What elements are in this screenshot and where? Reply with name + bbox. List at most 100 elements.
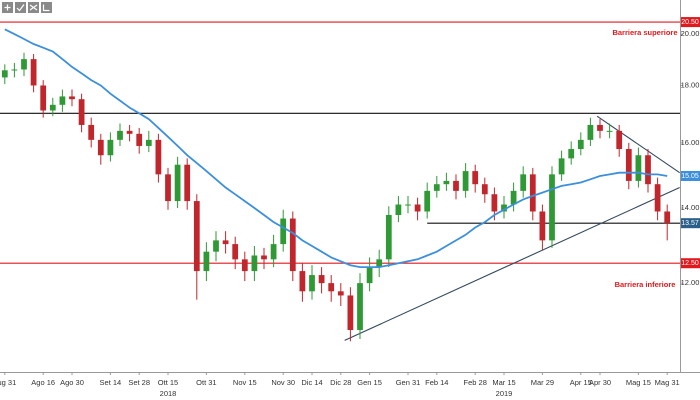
x-tick-label: Lug 31 bbox=[0, 378, 16, 387]
candle-body bbox=[472, 171, 479, 185]
candle-body bbox=[126, 130, 133, 134]
y-tick-label: 14.00 bbox=[681, 203, 700, 212]
x-tick-label: Set 28 bbox=[128, 378, 150, 387]
candle-body bbox=[510, 190, 517, 205]
trend-line bbox=[596, 115, 680, 174]
x-tick-label: Ott 15 bbox=[158, 378, 178, 387]
candle-body bbox=[11, 69, 18, 71]
candle-body bbox=[645, 155, 651, 185]
candle-body bbox=[40, 85, 47, 111]
candle-body bbox=[549, 174, 555, 241]
x-tick-label: Apr 15 bbox=[570, 378, 592, 387]
candle-body bbox=[414, 204, 421, 212]
candle-body bbox=[289, 218, 296, 272]
candle-body bbox=[337, 291, 344, 296]
tool-icons bbox=[4, 4, 50, 12]
candle-body bbox=[232, 244, 239, 260]
candle-body bbox=[539, 211, 546, 241]
candle-body bbox=[654, 184, 661, 212]
price-tag-label: 13.57 bbox=[681, 220, 699, 227]
trend-line bbox=[344, 187, 680, 341]
candle-body bbox=[251, 255, 258, 272]
candle-body bbox=[587, 124, 594, 140]
candle-body bbox=[97, 139, 104, 156]
candle-body bbox=[165, 174, 171, 202]
candle-body bbox=[184, 164, 191, 202]
candle-body bbox=[385, 214, 392, 260]
candle-body bbox=[347, 295, 354, 330]
y-tick-label: 12.00 bbox=[681, 278, 700, 287]
candle-body bbox=[203, 251, 210, 272]
candle-body bbox=[318, 275, 325, 284]
tool-button[interactable] bbox=[41, 2, 52, 13]
x-tick-label: Dic 28 bbox=[330, 378, 351, 387]
candle-body bbox=[30, 59, 37, 86]
candle-body bbox=[568, 149, 575, 159]
candle-body bbox=[664, 211, 671, 224]
x-tick-label: Feb 14 bbox=[425, 378, 448, 387]
candle-body bbox=[49, 104, 56, 111]
x-tick-label: Ago 30 bbox=[60, 378, 84, 387]
candle-body bbox=[21, 59, 27, 70]
ma-tag bbox=[681, 170, 700, 181]
candle-body bbox=[529, 174, 536, 212]
tool-button[interactable] bbox=[15, 2, 26, 13]
candle-body bbox=[1, 70, 8, 78]
candle-body bbox=[443, 180, 450, 185]
candle-body bbox=[261, 255, 267, 260]
candle-body bbox=[145, 139, 152, 146]
x-tick-label: Mar 29 bbox=[531, 378, 554, 387]
candle-body bbox=[59, 96, 66, 105]
price-tag bbox=[681, 17, 700, 28]
x-tick-label: Mar 15 bbox=[492, 378, 515, 387]
candle-body bbox=[395, 204, 402, 215]
candle-body bbox=[117, 130, 123, 140]
year-label: 2019 bbox=[496, 389, 513, 398]
x-tick-label: Apr 30 bbox=[589, 378, 611, 387]
candle-body bbox=[241, 259, 248, 272]
candle-body bbox=[376, 259, 383, 268]
candle-body bbox=[309, 275, 315, 292]
barrier-label: Barriera superiore bbox=[612, 28, 677, 37]
candle-body bbox=[577, 139, 584, 150]
price-tag-label: 20.50 bbox=[681, 19, 699, 26]
candle-body bbox=[462, 171, 469, 191]
candle-body bbox=[491, 194, 498, 212]
candle-body bbox=[453, 180, 459, 191]
candle-body bbox=[299, 271, 306, 292]
candle-body bbox=[501, 204, 507, 212]
candle-body bbox=[69, 96, 75, 100]
candle-body bbox=[88, 124, 95, 140]
candle-body bbox=[597, 124, 603, 131]
x-tick-label: Feb 28 bbox=[464, 378, 487, 387]
x-tick-label: Gen 15 bbox=[357, 378, 382, 387]
candle-body bbox=[558, 158, 565, 175]
barrier-label: Barriera inferiore bbox=[615, 280, 676, 289]
x-tick-label: Dic 14 bbox=[301, 378, 322, 387]
x-tick-label: Gen 31 bbox=[396, 378, 421, 387]
candle-body bbox=[625, 149, 632, 181]
candle-body bbox=[481, 184, 488, 195]
candle-body bbox=[280, 218, 287, 245]
candle-body bbox=[433, 184, 440, 191]
y-tick-label: 18.00 bbox=[681, 80, 700, 89]
price-tag bbox=[681, 258, 700, 269]
candle-body bbox=[155, 139, 162, 175]
candle-body bbox=[222, 240, 229, 245]
candle-body bbox=[520, 174, 527, 191]
candle-body bbox=[606, 130, 613, 132]
candle-body bbox=[174, 164, 181, 202]
price-tag-label: 12.50 bbox=[681, 260, 699, 267]
x-tick-label: Ott 31 bbox=[196, 378, 216, 387]
x-tick-label: Nov 15 bbox=[233, 378, 257, 387]
x-tick-label: Nov 30 bbox=[271, 378, 295, 387]
candle-body bbox=[616, 130, 623, 150]
toolbar[interactable] bbox=[2, 2, 52, 13]
candle-body bbox=[193, 201, 200, 272]
candle-body bbox=[635, 155, 642, 181]
candle-body bbox=[78, 99, 85, 125]
candle-body bbox=[328, 283, 335, 292]
year-label: 2018 bbox=[160, 389, 177, 398]
ma-tag-label: 15.05 bbox=[681, 173, 699, 180]
